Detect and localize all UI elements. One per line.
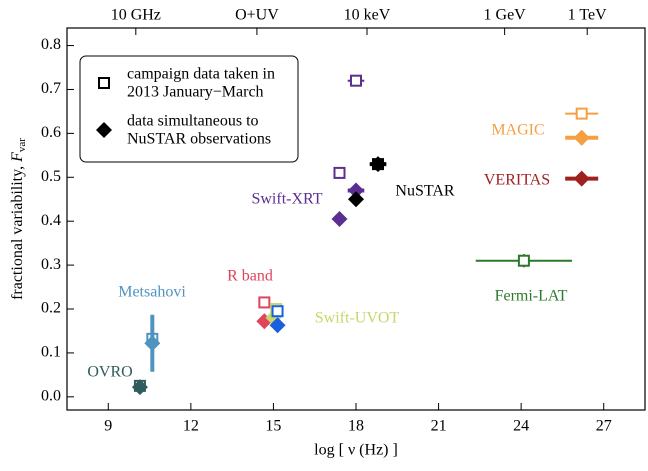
series-label: VERITAS [484,172,550,189]
point [131,379,148,396]
y-axis-label: fractional variability, Fvar [9,138,28,300]
x-tick-label: 9 [104,418,112,435]
point [333,166,346,179]
point [269,317,286,334]
y-label-text: fractional variability, [9,162,26,300]
y-tick-label: 0.7 [41,80,61,97]
y-tick-label: 0.4 [41,212,61,229]
legend-text: 2013 January−March [127,84,264,101]
y-tick-label: 0.1 [41,344,61,361]
series-label: Fermi-LAT [495,288,568,305]
top-tick-label: 10 keV [344,7,391,24]
top-tick-label: 10 GHz [111,7,161,24]
top-tick-label: 1 GeV [484,7,527,24]
x-tick-label: 27 [596,418,612,435]
point [573,129,590,146]
x-tick-label: 15 [265,418,281,435]
point [370,156,387,173]
series-label: OVRO [87,364,132,381]
series-label: NuSTAR [395,183,455,200]
point [331,211,348,227]
y-tick-label: 0.2 [41,300,61,317]
series-label: R band [227,268,273,285]
legend-marker [96,122,112,138]
series-label: Swift-UVOT [315,310,400,327]
x-tick-label: 24 [513,418,529,435]
series-label: Swift-XRT [251,191,322,208]
legend-text: data simultaneous to [127,113,259,130]
top-tick-label: 1 TeV [568,7,607,24]
y-label-sub: var [16,138,28,152]
point [517,254,530,267]
legend-marker [98,77,110,89]
legend-box [79,55,299,163]
point [575,107,588,120]
legend-text: NuSTAR observations [127,131,271,148]
point [350,74,362,87]
y-tick-label: 0.6 [41,124,61,141]
y-tick-label: 0.0 [41,387,61,404]
x-tick-label: 12 [183,418,199,435]
legend-text: campaign data taken in [127,66,275,83]
y-tick-label: 0.5 [41,168,61,185]
point [271,305,284,318]
point [573,170,590,187]
series-label: MAGIC [491,122,544,139]
series-label: Metsahovi [118,284,186,301]
y-tick-label: 0.8 [41,36,61,53]
point [144,335,161,352]
point [348,191,364,208]
point [258,296,271,309]
x-tick-label: 18 [348,418,364,435]
x-tick-label: 21 [431,418,447,435]
x-axis-label: log [ ν (Hz) ] [314,442,398,459]
point [348,182,364,199]
top-tick-label: O+UV [235,7,279,24]
y-tick-label: 0.3 [41,256,61,273]
y-label-symbol: F [9,152,26,163]
